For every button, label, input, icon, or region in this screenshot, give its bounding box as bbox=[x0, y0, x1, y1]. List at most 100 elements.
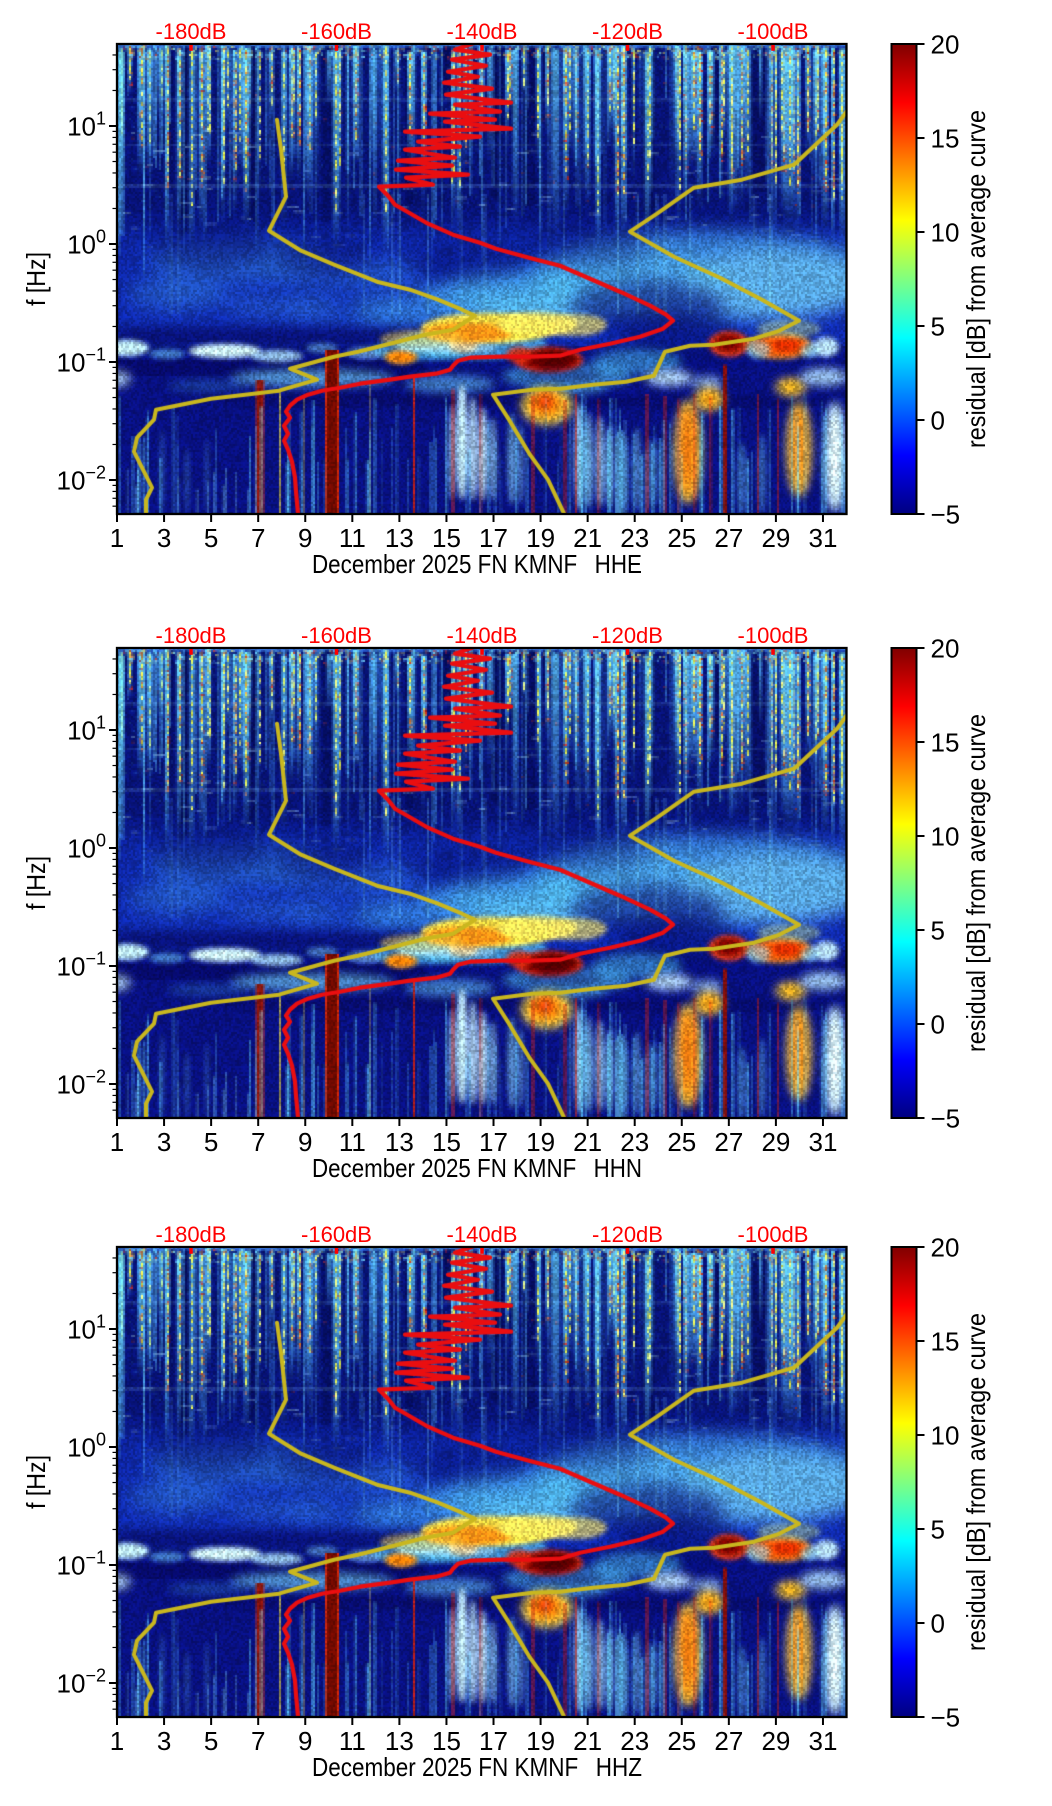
svg-text:5: 5 bbox=[931, 916, 945, 946]
svg-text:10: 10 bbox=[931, 822, 960, 852]
svg-text:5: 5 bbox=[931, 312, 945, 342]
svg-text:−5: −5 bbox=[931, 500, 961, 530]
svg-text:7: 7 bbox=[251, 1127, 265, 1157]
svg-text:5: 5 bbox=[204, 1127, 218, 1157]
svg-text:15: 15 bbox=[931, 124, 960, 154]
svg-text:25: 25 bbox=[667, 1127, 696, 1157]
svg-text:-140dB: -140dB bbox=[447, 623, 518, 648]
svg-text:-120dB: -120dB bbox=[592, 623, 663, 648]
svg-text:9: 9 bbox=[298, 523, 312, 553]
svg-text:10−2: 10−2 bbox=[57, 1666, 106, 1699]
svg-text:10: 10 bbox=[931, 218, 960, 248]
svg-text:29: 29 bbox=[761, 1127, 790, 1157]
svg-text:19: 19 bbox=[526, 1127, 555, 1157]
svg-text:1: 1 bbox=[110, 1127, 124, 1157]
svg-text:residual [dB] from average cur: residual [dB] from average curve bbox=[961, 714, 991, 1052]
svg-text:-180dB: -180dB bbox=[156, 623, 227, 648]
svg-text:9: 9 bbox=[298, 1127, 312, 1157]
svg-text:residual [dB] from average cur: residual [dB] from average curve bbox=[961, 110, 991, 448]
svg-text:23: 23 bbox=[620, 523, 649, 553]
svg-text:10: 10 bbox=[931, 1421, 960, 1451]
svg-text:20: 20 bbox=[931, 30, 960, 60]
svg-text:residual [dB] from average cur: residual [dB] from average curve bbox=[961, 1313, 991, 1651]
svg-text:31: 31 bbox=[809, 523, 838, 553]
svg-text:27: 27 bbox=[714, 523, 743, 553]
svg-text:-160dB: -160dB bbox=[301, 623, 372, 648]
svg-text:f [Hz]: f [Hz] bbox=[21, 1455, 51, 1509]
svg-text:5: 5 bbox=[204, 1726, 218, 1756]
svg-text:10−1: 10−1 bbox=[57, 345, 106, 378]
svg-text:23: 23 bbox=[620, 1127, 649, 1157]
svg-text:15: 15 bbox=[432, 1127, 461, 1157]
svg-text:5: 5 bbox=[931, 1515, 945, 1545]
svg-text:December 2025 FN KMNF HHE: December 2025 FN KMNF HHE bbox=[312, 549, 642, 579]
svg-text:-100dB: -100dB bbox=[738, 623, 809, 648]
svg-text:17: 17 bbox=[479, 523, 508, 553]
svg-text:-140dB: -140dB bbox=[447, 1222, 518, 1247]
svg-text:15: 15 bbox=[931, 1327, 960, 1357]
svg-text:-140dB: -140dB bbox=[447, 19, 518, 44]
svg-text:1: 1 bbox=[110, 1726, 124, 1756]
svg-text:19: 19 bbox=[526, 523, 555, 553]
svg-text:13: 13 bbox=[385, 1726, 414, 1756]
svg-text:21: 21 bbox=[573, 523, 602, 553]
svg-text:17: 17 bbox=[479, 1127, 508, 1157]
svg-text:13: 13 bbox=[385, 523, 414, 553]
svg-text:13: 13 bbox=[385, 1127, 414, 1157]
svg-text:31: 31 bbox=[809, 1127, 838, 1157]
svg-text:-120dB: -120dB bbox=[592, 19, 663, 44]
svg-text:29: 29 bbox=[761, 1726, 790, 1756]
svg-text:11: 11 bbox=[339, 523, 366, 553]
svg-text:9: 9 bbox=[298, 1726, 312, 1756]
svg-text:3: 3 bbox=[157, 1127, 171, 1157]
svg-text:December 2025 FN KMNF HHN: December 2025 FN KMNF HHN bbox=[312, 1153, 642, 1183]
svg-text:15: 15 bbox=[432, 1726, 461, 1756]
svg-text:0: 0 bbox=[931, 1609, 945, 1639]
svg-text:-180dB: -180dB bbox=[156, 19, 227, 44]
svg-text:−5: −5 bbox=[931, 1703, 961, 1733]
svg-text:20: 20 bbox=[931, 1233, 960, 1263]
svg-text:10−1: 10−1 bbox=[57, 949, 106, 982]
svg-text:21: 21 bbox=[573, 1127, 602, 1157]
svg-text:5: 5 bbox=[204, 523, 218, 553]
svg-text:15: 15 bbox=[931, 728, 960, 758]
svg-text:0: 0 bbox=[931, 1010, 945, 1040]
svg-text:10−2: 10−2 bbox=[57, 463, 106, 496]
svg-text:-100dB: -100dB bbox=[738, 19, 809, 44]
svg-text:-180dB: -180dB bbox=[156, 1222, 227, 1247]
svg-text:27: 27 bbox=[714, 1726, 743, 1756]
svg-text:-160dB: -160dB bbox=[301, 1222, 372, 1247]
svg-text:10−2: 10−2 bbox=[57, 1067, 106, 1100]
svg-text:23: 23 bbox=[620, 1726, 649, 1756]
svg-text:101: 101 bbox=[67, 109, 106, 142]
svg-text:1: 1 bbox=[110, 523, 124, 553]
svg-text:f [Hz]: f [Hz] bbox=[21, 252, 51, 306]
svg-text:f [Hz]: f [Hz] bbox=[21, 856, 51, 910]
svg-text:0: 0 bbox=[931, 406, 945, 436]
svg-text:101: 101 bbox=[67, 1312, 106, 1345]
svg-text:11: 11 bbox=[339, 1127, 366, 1157]
svg-text:21: 21 bbox=[573, 1726, 602, 1756]
svg-text:11: 11 bbox=[339, 1726, 366, 1756]
svg-text:December 2025 FN KMNF HHZ: December 2025 FN KMNF HHZ bbox=[312, 1752, 642, 1782]
svg-text:3: 3 bbox=[157, 1726, 171, 1756]
svg-text:20: 20 bbox=[931, 634, 960, 664]
svg-text:100: 100 bbox=[67, 227, 106, 260]
svg-text:101: 101 bbox=[67, 713, 106, 746]
svg-text:-160dB: -160dB bbox=[301, 19, 372, 44]
svg-text:10−1: 10−1 bbox=[57, 1548, 106, 1581]
svg-text:7: 7 bbox=[251, 1726, 265, 1756]
svg-text:100: 100 bbox=[67, 831, 106, 864]
svg-text:3: 3 bbox=[157, 523, 171, 553]
svg-text:31: 31 bbox=[809, 1726, 838, 1756]
svg-text:15: 15 bbox=[432, 523, 461, 553]
svg-text:17: 17 bbox=[479, 1726, 508, 1756]
svg-text:7: 7 bbox=[251, 523, 265, 553]
svg-text:25: 25 bbox=[667, 523, 696, 553]
svg-text:-120dB: -120dB bbox=[592, 1222, 663, 1247]
svg-text:29: 29 bbox=[761, 523, 790, 553]
svg-text:-100dB: -100dB bbox=[738, 1222, 809, 1247]
svg-text:−5: −5 bbox=[931, 1104, 961, 1134]
svg-text:25: 25 bbox=[667, 1726, 696, 1756]
svg-text:100: 100 bbox=[67, 1430, 106, 1463]
